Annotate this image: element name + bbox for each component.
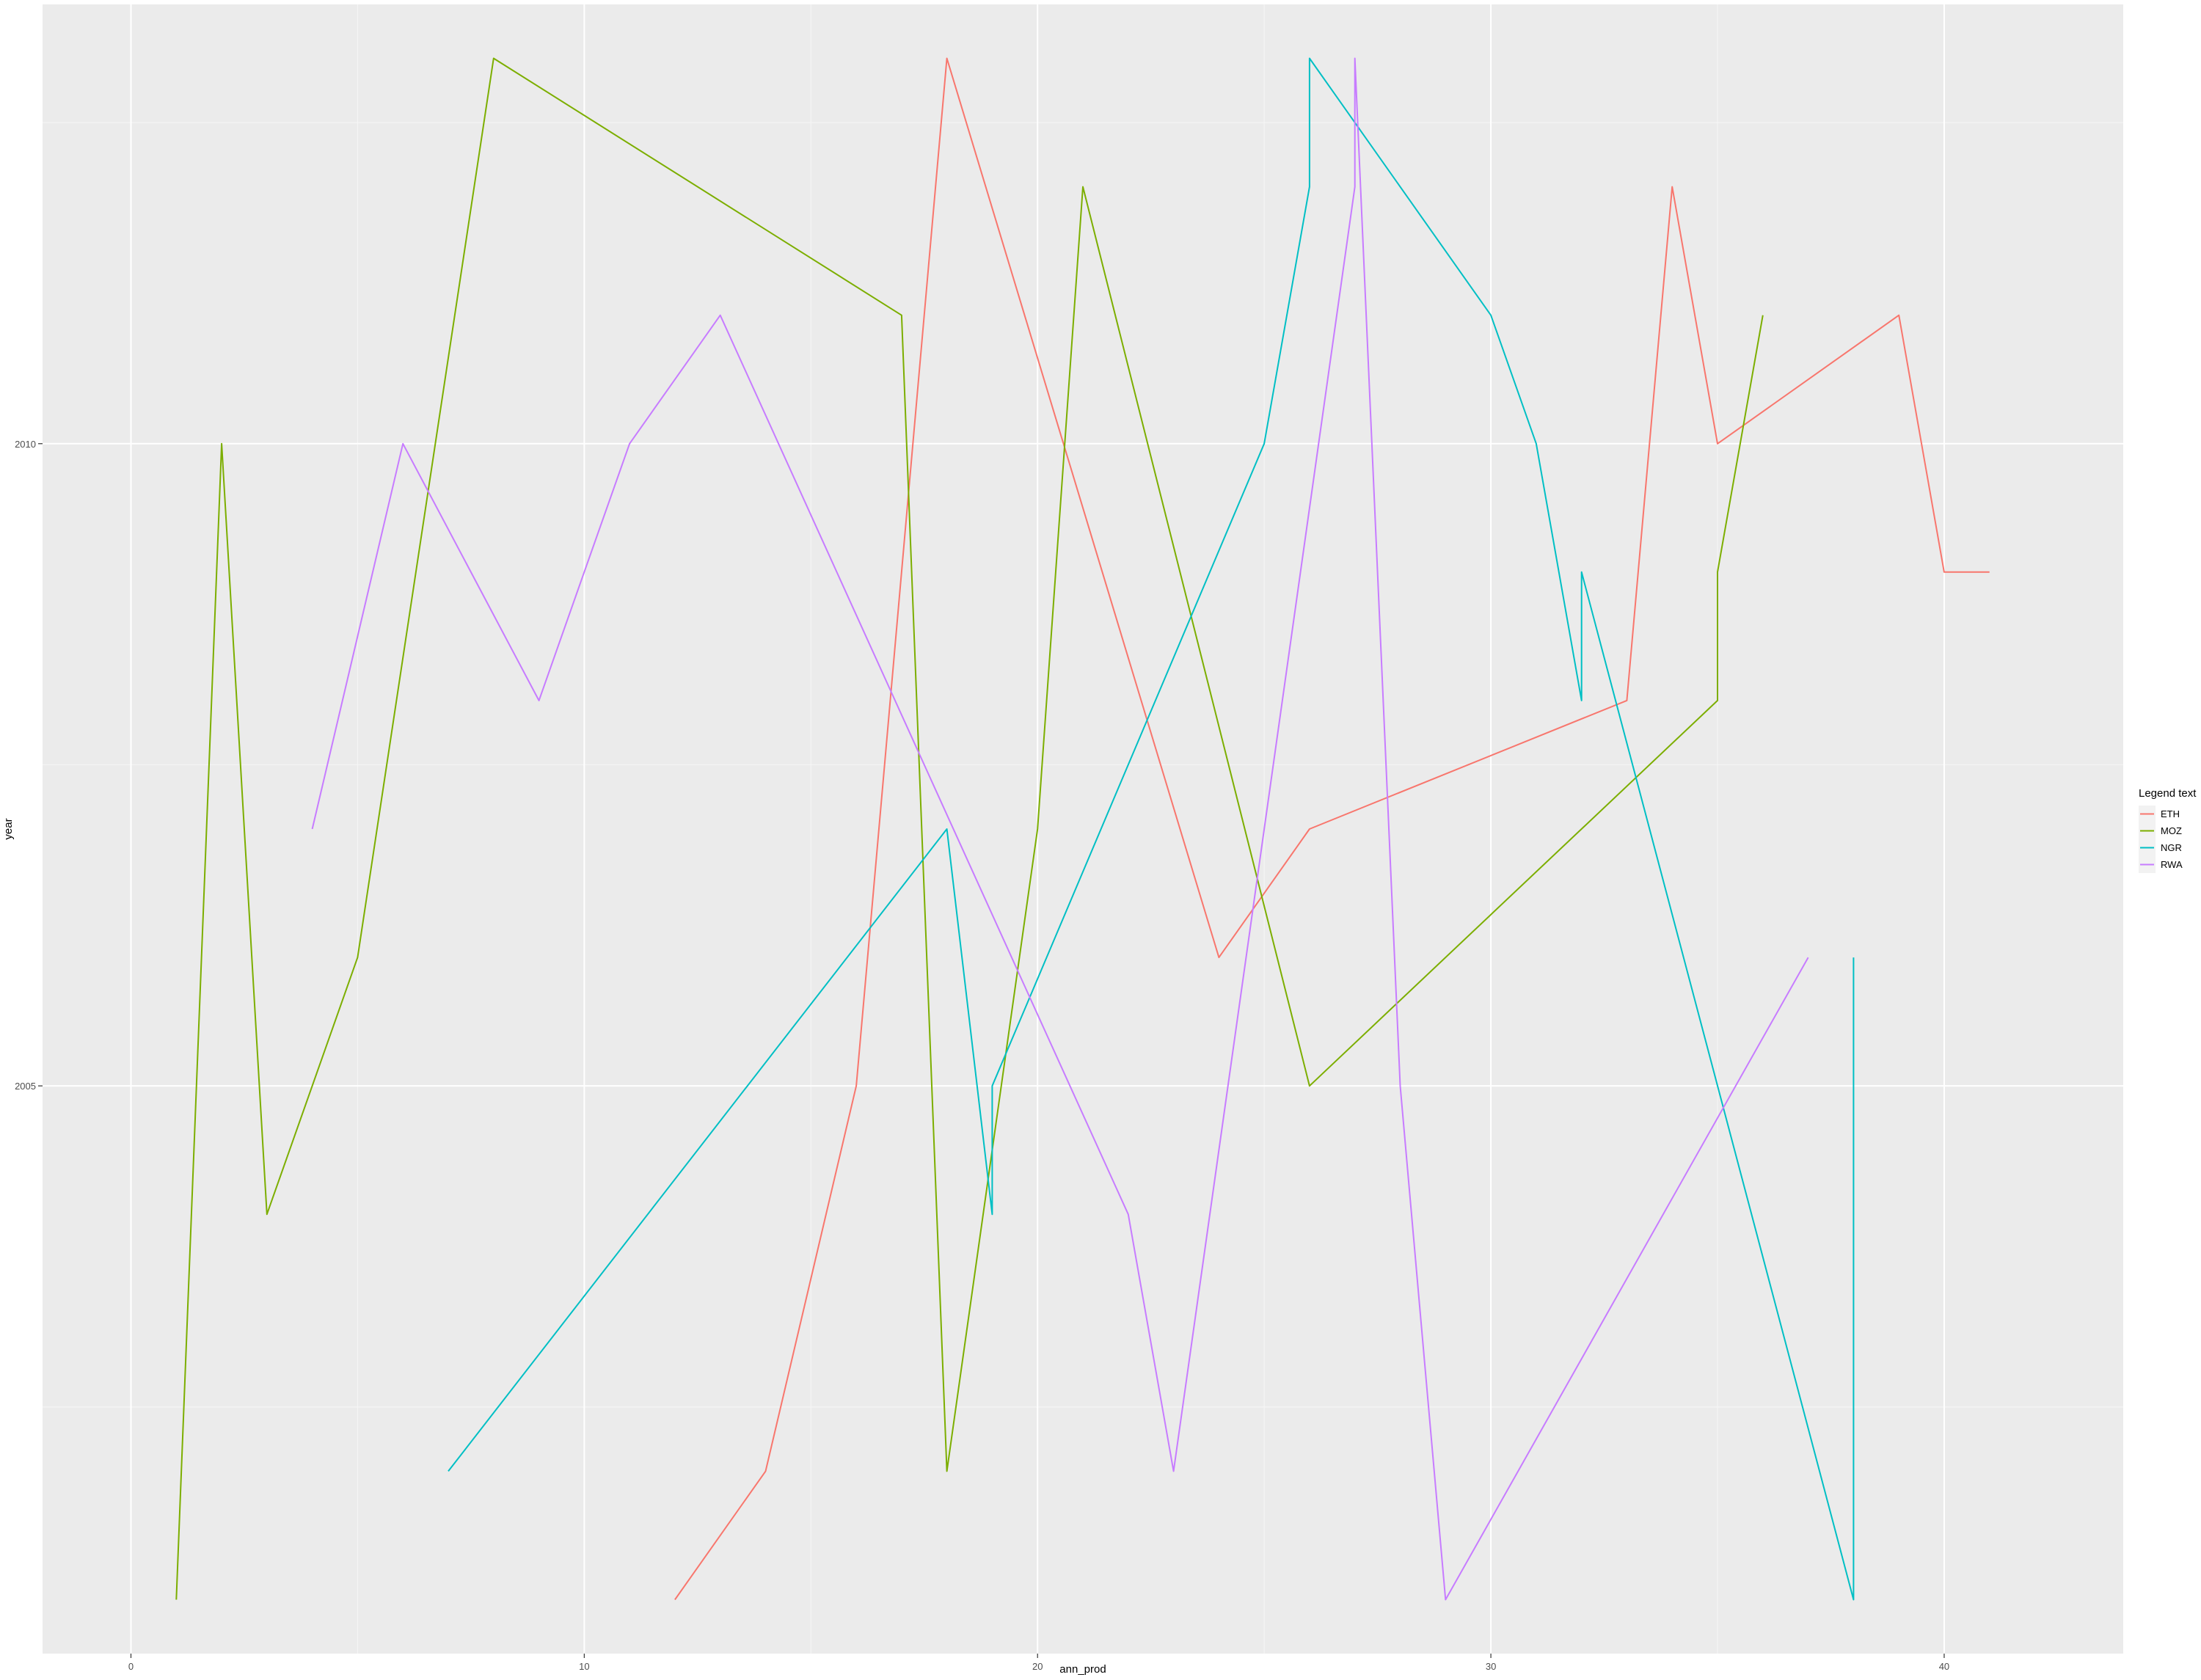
x-tick-label: 20 <box>1032 1661 1043 1672</box>
y-tick-label: 2010 <box>15 439 36 450</box>
y-tick-label: 2005 <box>15 1081 36 1092</box>
legend-label-moz: MOZ <box>2161 825 2182 836</box>
legend-label-ngr: NGR <box>2161 842 2182 853</box>
plot-panel <box>43 4 2123 1654</box>
x-tick-label: 40 <box>1939 1661 1949 1672</box>
y-axis: 2005 2010 <box>15 439 43 1092</box>
x-tick-label: 30 <box>1486 1661 1496 1672</box>
x-tick-label: 0 <box>128 1661 134 1672</box>
legend-label-rwa: RWA <box>2161 859 2183 870</box>
legend-label-eth: ETH <box>2161 808 2180 819</box>
y-axis-title: year <box>2 818 15 839</box>
legend-title: Legend text <box>2139 787 2197 800</box>
legend: Legend text ETH MOZ NGR RWA <box>2139 787 2197 873</box>
x-axis: 0 10 20 30 40 <box>128 1654 1949 1672</box>
x-tick-label: 10 <box>579 1661 589 1672</box>
x-axis-title: ann_prod <box>1059 1663 1106 1676</box>
